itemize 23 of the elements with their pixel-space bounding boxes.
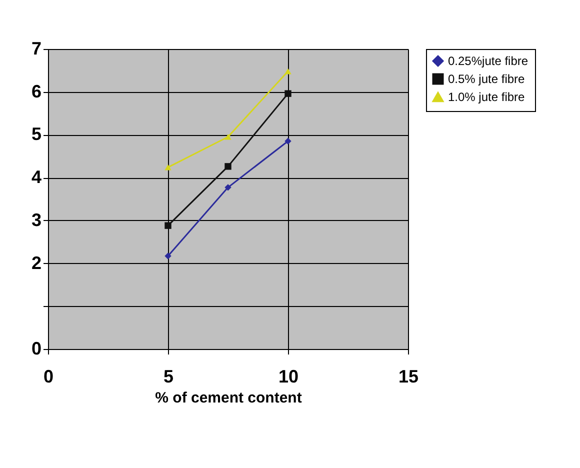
x-tick-label: 10 <box>278 366 299 386</box>
y-tick-label: 0 <box>31 338 42 358</box>
x-tick-label: 15 <box>398 366 419 386</box>
point <box>164 222 172 229</box>
legend-label: 0.5% jute fibre <box>448 72 526 86</box>
x-tick-label: 5 <box>163 366 174 386</box>
y-tick-label: 6 <box>31 81 42 102</box>
point <box>284 68 292 74</box>
y-tick-label: 2 <box>31 252 42 273</box>
legend-label: 1.0% jute fibre <box>448 90 526 104</box>
point <box>164 252 172 260</box>
y-tick-label: 7 <box>31 38 42 58</box>
y-tick-label: 5 <box>31 124 42 144</box>
y-tick-label: 4 <box>31 167 42 188</box>
point <box>284 90 292 97</box>
legend-label: 0.25%jute fibre <box>448 54 528 68</box>
point <box>224 184 232 191</box>
point <box>164 164 172 170</box>
point <box>224 163 232 170</box>
point <box>284 138 292 144</box>
x-axis-title: % of cement content <box>155 390 302 406</box>
y-tick-label: 3 <box>31 210 42 230</box>
point <box>224 134 232 140</box>
